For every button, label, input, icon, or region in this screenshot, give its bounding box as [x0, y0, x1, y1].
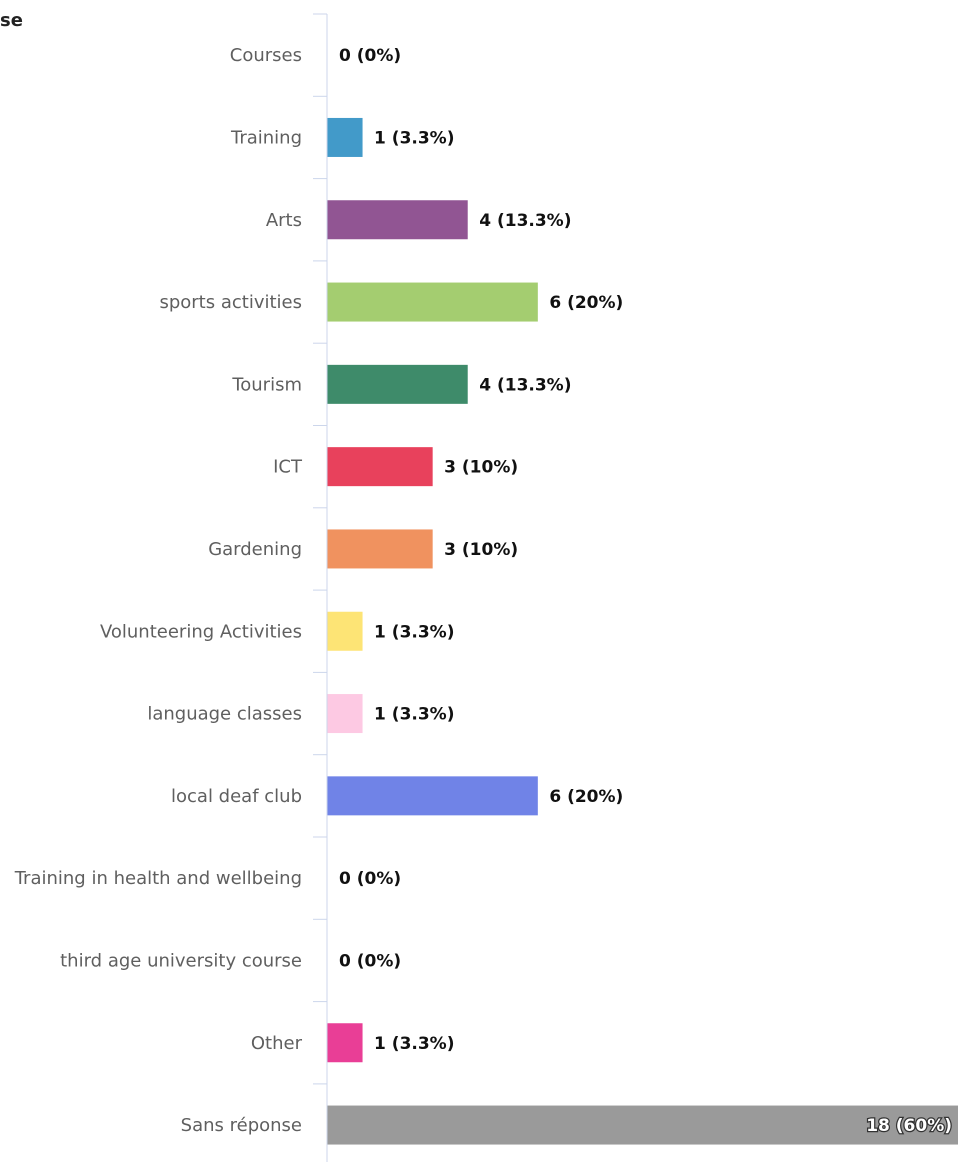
bar[interactable]	[327, 529, 433, 569]
data-label: 0 (0%)	[339, 951, 401, 971]
y-tick-label: Courses	[230, 45, 302, 66]
bar[interactable]	[327, 1023, 363, 1063]
data-label: 3 (10%)	[444, 458, 518, 478]
y-tick-label: Gardening	[208, 539, 302, 560]
bar[interactable]	[327, 117, 363, 157]
data-label: 4 (13.3%)	[479, 375, 571, 395]
bar[interactable]	[327, 611, 363, 651]
chart-title: se	[0, 10, 23, 31]
bar[interactable]	[327, 694, 363, 734]
y-tick-label: Sans réponse	[181, 1115, 302, 1136]
y-tick-label: sports activities	[159, 292, 302, 313]
bars	[327, 117, 958, 1145]
y-tick-label: language classes	[147, 704, 302, 725]
data-label: 1 (3.3%)	[374, 622, 454, 642]
data-label: 6 (20%)	[549, 787, 623, 807]
y-tick-label: third age university course	[60, 950, 302, 971]
y-tick-label: Arts	[266, 210, 302, 231]
bar[interactable]	[327, 200, 468, 240]
data-label: 1 (3.3%)	[374, 1034, 454, 1054]
y-tick-label: Volunteering Activities	[100, 621, 302, 642]
y-tick-label: Training	[230, 127, 302, 148]
data-label: 0 (0%)	[339, 869, 401, 889]
y-tick-label: Other	[251, 1033, 303, 1054]
data-label: 6 (20%)	[549, 293, 623, 313]
data-label: 3 (10%)	[444, 540, 518, 560]
labels: Courses 0 (0%) Training 1 (3.3%) Arts 4 (13.3…	[14, 45, 954, 1137]
y-tick-label: Tourism	[231, 374, 302, 395]
bar[interactable]	[327, 282, 538, 322]
y-axis	[313, 13, 328, 1162]
data-label: 18 (60%)	[866, 1116, 952, 1136]
y-tick-label: local deaf club	[171, 786, 302, 807]
bar[interactable]	[327, 1105, 958, 1145]
bar[interactable]	[327, 447, 433, 487]
data-label: 1 (3.3%)	[374, 128, 454, 148]
bar[interactable]	[327, 364, 468, 404]
data-label: 1 (3.3%)	[374, 705, 454, 725]
data-label: 0 (0%)	[339, 46, 401, 66]
y-tick-label: Training in health and wellbeing	[14, 868, 302, 889]
data-label: 4 (13.3%)	[479, 211, 571, 231]
bar[interactable]	[327, 776, 538, 816]
y-tick-label: ICT	[273, 457, 303, 478]
